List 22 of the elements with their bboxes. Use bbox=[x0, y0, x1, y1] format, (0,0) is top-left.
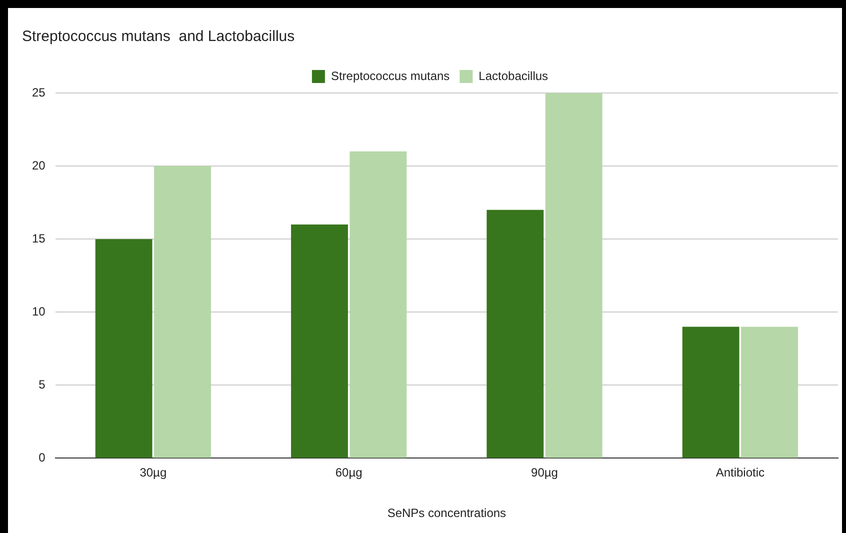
bar bbox=[154, 166, 211, 458]
x-tick-label: 60µg bbox=[335, 466, 362, 480]
x-tick-label: 30µg bbox=[140, 466, 167, 480]
legend-label: Lactobacillus bbox=[478, 68, 548, 83]
bar bbox=[291, 224, 348, 458]
y-tick-label: 25 bbox=[32, 85, 46, 100]
x-axis-title: SeNPs concentrations bbox=[387, 506, 506, 520]
bar bbox=[741, 326, 798, 458]
y-tick-label: 10 bbox=[32, 304, 46, 318]
legend-label: Streptococcus mutans bbox=[330, 68, 450, 83]
y-tick-label: 15 bbox=[32, 231, 46, 246]
x-tick-label: 90µg bbox=[531, 466, 558, 480]
y-tick-label: 5 bbox=[38, 377, 46, 392]
bar bbox=[486, 210, 544, 458]
x-tick-label: Antibiotic bbox=[716, 466, 765, 480]
y-tick-label: 20 bbox=[32, 158, 46, 172]
y-tick-label: 0 bbox=[38, 450, 46, 465]
bar bbox=[350, 151, 407, 458]
chart-title: Streptococcus mutans and Lactobacillus bbox=[22, 28, 295, 46]
bar bbox=[682, 326, 740, 458]
bar bbox=[95, 239, 152, 458]
bar bbox=[545, 93, 602, 458]
